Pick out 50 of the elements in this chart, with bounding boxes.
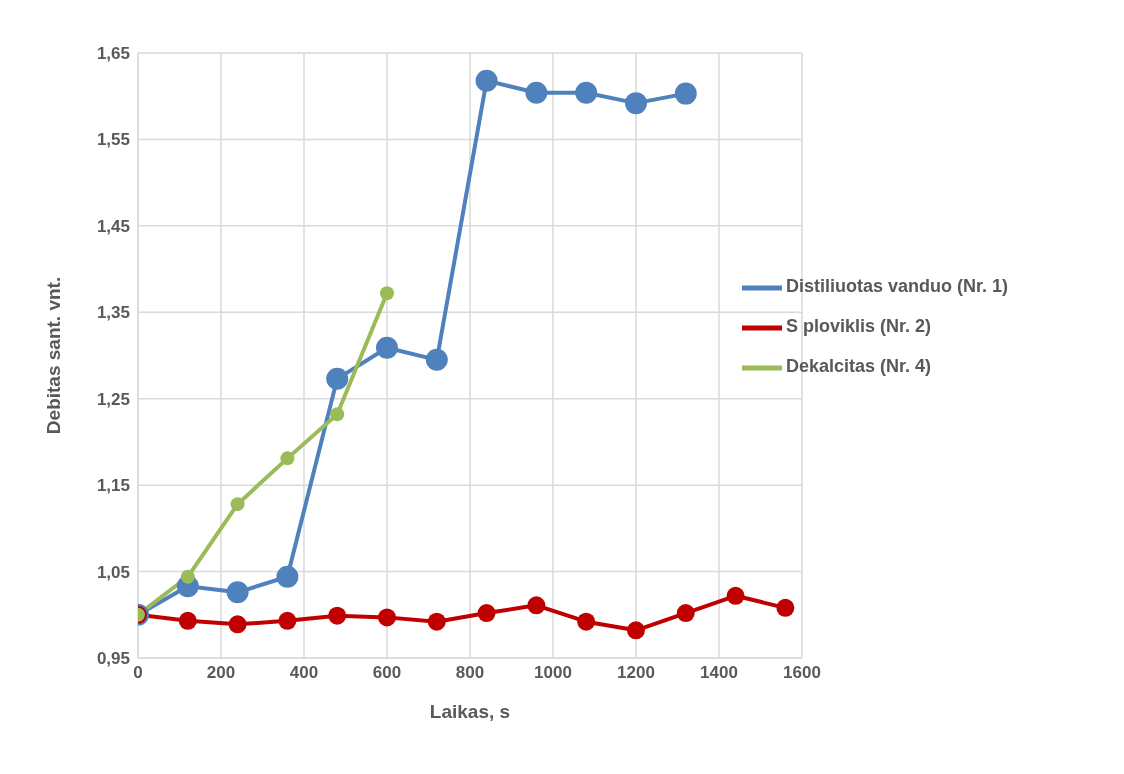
point xyxy=(178,611,197,630)
point xyxy=(330,407,345,422)
point xyxy=(477,604,496,623)
x-tick-label: 800 xyxy=(455,663,485,683)
point xyxy=(674,82,697,105)
point xyxy=(377,608,396,627)
point xyxy=(379,286,394,301)
point xyxy=(328,606,347,625)
point xyxy=(280,451,295,466)
point xyxy=(475,69,498,92)
x-tick-label: 1400 xyxy=(700,663,738,683)
point xyxy=(326,367,349,390)
x-tick-label: 200 xyxy=(206,663,236,683)
point xyxy=(226,581,249,604)
x-tick-label: 600 xyxy=(372,663,402,683)
point xyxy=(626,621,645,640)
x-tick-label: 1200 xyxy=(617,663,655,683)
point xyxy=(427,612,446,631)
point xyxy=(577,612,596,631)
point xyxy=(180,569,195,584)
point xyxy=(676,604,695,623)
y-tick-label: 1,25 xyxy=(96,389,130,409)
y-tick-label: 1,05 xyxy=(96,562,130,582)
y-tick-label: 1,65 xyxy=(96,44,130,64)
point xyxy=(375,336,398,359)
y-tick-label: 1,15 xyxy=(96,476,130,496)
point xyxy=(575,81,598,104)
legend-label: Dekalcitas (Nr. 4) xyxy=(785,356,932,377)
point xyxy=(230,497,245,512)
point xyxy=(776,598,795,617)
point xyxy=(276,565,299,588)
x-axis-title: Laikas, s xyxy=(429,701,511,722)
y-tick-label: 0,95 xyxy=(96,649,130,669)
point xyxy=(624,92,647,115)
legend-label: Distiliuotas vanduo (Nr. 1) xyxy=(785,276,1008,297)
x-tick-label: 0 xyxy=(133,663,143,683)
point xyxy=(726,586,745,605)
y-tick-label: 1,45 xyxy=(96,216,130,236)
y-tick-label: 1,35 xyxy=(96,303,130,323)
point xyxy=(228,615,247,634)
point xyxy=(425,348,448,371)
x-tick-label: 1600 xyxy=(783,663,821,683)
legend-label: S ploviklis (Nr. 2) xyxy=(785,316,932,337)
x-tick-label: 400 xyxy=(289,663,319,683)
y-axis-title: Debitas sant. vnt. xyxy=(42,276,64,435)
point xyxy=(278,611,297,630)
x-tick-label: 1000 xyxy=(534,663,572,683)
y-tick-label: 1,55 xyxy=(96,130,130,150)
point xyxy=(525,81,548,104)
point xyxy=(527,596,546,615)
